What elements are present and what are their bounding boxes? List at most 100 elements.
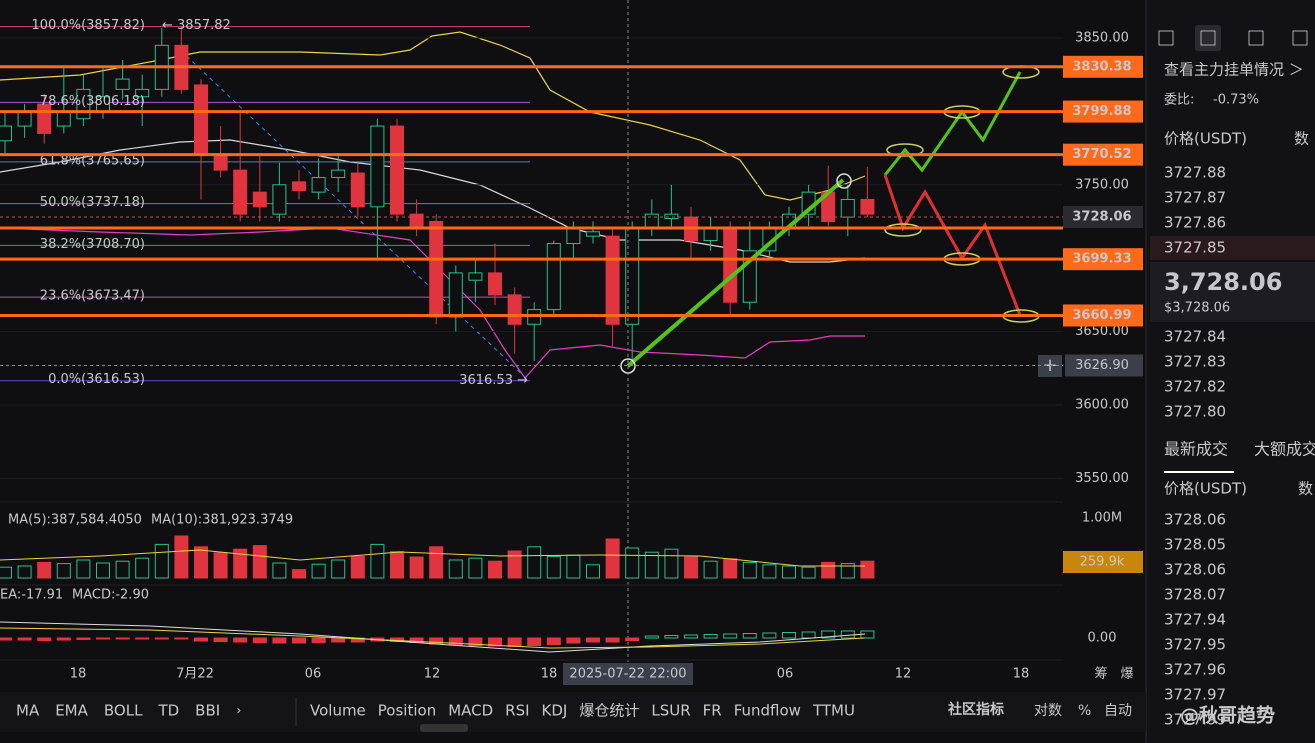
boll-lower [0,227,865,379]
volume-bar [703,560,718,579]
candle-body [723,228,738,303]
candle-body [429,221,444,318]
macd-bar [566,637,581,644]
indicator-tab[interactable]: MA [16,702,40,720]
indicator-tab[interactable]: KDJ [542,702,568,720]
scroll-handle[interactable] [420,724,468,732]
indicator-tab[interactable]: RSI [505,702,529,720]
indicator-tab[interactable]: Position [378,702,436,720]
ob-icon[interactable] [1158,30,1174,46]
candle-body [272,184,287,215]
level-tag [1063,55,1143,78]
candle-body [488,272,502,296]
candle-body [233,169,248,215]
volume-bar [801,566,816,579]
time-label: 爆 [1120,667,1133,682]
fib-label: 0.0%(3616.53) [48,372,145,387]
indicator-tab[interactable]: LSUR [651,702,690,720]
fib-label: 100.0%(3857.82) [32,18,145,33]
price-tick-label: 3600.00 [1075,398,1129,413]
volume-bar [840,563,855,579]
indicator-tab[interactable]: Volume [310,702,366,720]
trade-price: 3728.06 [1164,511,1226,529]
indicator-tab[interactable]: Fundflow [734,702,801,720]
fib-label: 78.6%(3806.18) [40,94,145,109]
community[interactable]: 社区指标 [947,701,1004,718]
trade-price: 3727.95 [1164,636,1226,654]
candle-body [331,169,346,178]
macd-legend: MACD:-2.90 [72,588,149,603]
volume-bar [350,555,365,579]
trade-tab[interactable]: 大额成交 [1254,440,1315,459]
indicator-tab[interactable]: EMA [55,702,88,720]
fib-trend [174,44,529,381]
level-label: 3799.88 [1072,104,1131,119]
volume-bar [56,563,71,579]
candle-body [17,110,32,127]
volume-bar [331,559,346,579]
ob-tab-active[interactable] [1195,25,1221,51]
ob-icon[interactable] [1292,30,1308,46]
volume-bar [860,560,875,579]
indicator-tab[interactable]: TTMU [812,702,855,720]
volume-bar [194,546,208,579]
fib-label: 50.0%(3737.18) [40,195,145,210]
indicator-tab[interactable]: MACD [448,702,493,720]
trade-price: 3727.97 [1164,686,1226,704]
candle-body [56,110,71,127]
candle-body [0,125,12,142]
macd-bar [821,630,836,639]
time-tag [563,663,693,685]
volume-bar [488,560,502,579]
orderbook-panel [1146,0,1315,743]
macd-bar [742,633,757,639]
indicator-tab[interactable]: TD [157,702,179,720]
ob-icon[interactable] [1248,30,1264,46]
indicator-tab[interactable]: 爆仓统计 [579,702,639,720]
macd-bar [213,637,228,642]
fib-label: 38.2%(3708.70) [40,237,145,252]
fib-label: 23.6%(3673.47) [40,289,145,304]
ob-icon[interactable] [1200,30,1216,46]
last-bg [1150,262,1315,322]
candle-body [390,125,404,215]
time-label: 06 [305,667,322,682]
volume-bar [115,560,130,579]
macd-bar [252,637,267,643]
volume-bar [292,569,306,579]
time-label: 12 [424,667,441,682]
arrow-up [626,178,845,368]
bid-price: 3727.82 [1164,378,1226,396]
macd-bar [154,637,169,640]
time-label: 06 [777,667,794,682]
level-label: 3770.52 [1072,147,1131,162]
price-tick-label: 3750.00 [1075,177,1129,192]
trade-price: 3728.06 [1164,561,1226,579]
indicator-tab[interactable]: BBI [195,702,220,720]
macd-bar [37,637,52,641]
log-toggle[interactable]: 对数 [1034,703,1062,719]
volume-bar [742,561,757,579]
candle-body [194,84,208,156]
price-tick-label: 3650.00 [1075,324,1129,339]
macd-bar [272,637,287,644]
candle-body [311,176,326,193]
volume-bar [409,556,424,579]
level-tag [1063,248,1143,271]
indicator-tab[interactable]: BOLL [104,702,143,720]
percent-toggle[interactable]: % [1078,703,1091,719]
volume-bar [546,555,561,579]
candle-body [840,198,855,218]
ob-link[interactable]: 查看主力挂单情况 ＞ [1164,61,1304,79]
candle-body [213,154,228,171]
level-label: 3660.99 [1072,308,1131,323]
bid-price: 3727.84 [1164,328,1226,346]
auto-toggle[interactable]: 自动 [1104,703,1132,719]
trade-tab[interactable]: 最新成交 [1164,440,1228,459]
ob-header: 数 [1294,130,1309,148]
volume-bar [174,535,189,579]
indicator-tab[interactable]: FR [703,702,722,720]
current-label: 3728.06 [1072,210,1131,225]
macd-bar [115,637,130,640]
volume-bar [213,552,228,579]
